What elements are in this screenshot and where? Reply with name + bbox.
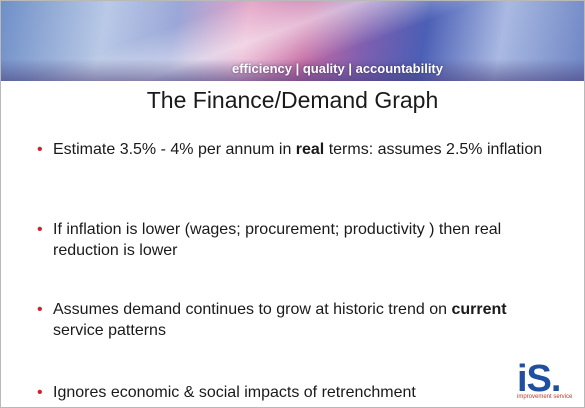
bullet-dot: • [37,299,43,320]
bullet-text: Ignores economic & social impacts of ret… [53,384,416,401]
bold-text: real [296,141,324,158]
bullet: • Assumes demand continues to grow at his… [37,299,557,341]
bullet: • Ignores economic & social impacts of re… [37,382,557,403]
bullet-dot: • [37,139,43,160]
bullet: • If inflation is lower (wages; procureme… [37,219,557,261]
bullet-text: If inflation is lower (wages; procuremen… [53,221,501,259]
bullet-dot: • [37,219,43,240]
logo: iS. improvement service [517,364,579,404]
bullet-dot: • [37,382,43,403]
bold-text: current [451,301,506,318]
tagline: efficiency | quality | accountability [1,61,584,76]
logo-subtitle: improvement service [517,394,572,400]
bullet-text: terms: assumes 2.5% inflation [324,141,542,158]
slide-title: The Finance/Demand Graph [1,87,584,114]
bullet-text: Estimate 3.5% - 4% per annum in [53,141,296,158]
bullet-text: Assumes demand continues to grow at hist… [53,301,451,318]
bullet-text: service patterns [53,322,166,339]
slide: efficiency | quality | accountability Th… [0,0,585,408]
bullet: • Estimate 3.5% - 4% per annum in real te… [37,139,557,160]
